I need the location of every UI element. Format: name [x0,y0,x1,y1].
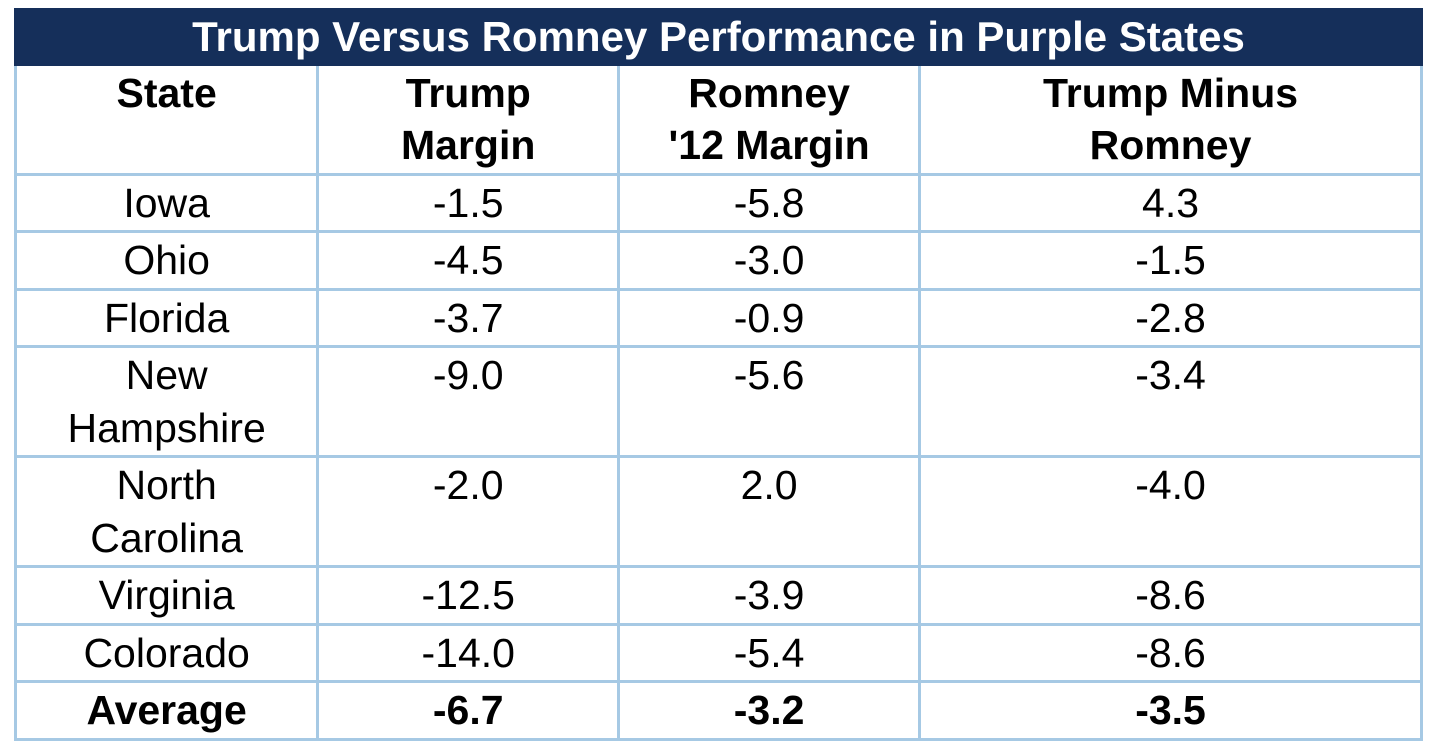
cell-state: Colorado [13,622,320,684]
cell-trump-margin: -12.5 [316,565,621,626]
cell-romney-12-margin: -0.9 [617,287,922,349]
cell-trump-margin: -4.5 [316,230,621,291]
performance-table-container: Trump Versus Romney Performance in Purpl… [13,8,1423,741]
table-row-colorado: Colorado -14.0 -5.4 -8.6 [13,622,1423,684]
cell-romney-12-margin: -3.9 [617,565,922,626]
table-row-north-carolina: North Carolina -2.0 2.0 -4.0 [13,455,1423,569]
table-row-ohio: Ohio -4.5 -3.0 -1.5 [13,230,1423,291]
cell-romney-12-margin: -3.2 [617,680,922,741]
cell-state: New Hampshire [13,345,320,459]
performance-table: State Trump Margin Romney '12 Margin Tru… [13,66,1423,741]
cell-romney-12-margin: 2.0 [617,455,922,569]
cell-romney-12-margin: -3.0 [617,230,922,291]
cell-romney-12-margin: -5.6 [617,345,922,459]
cell-state: Virginia [13,565,320,626]
table-row-average: Average -6.7 -3.2 -3.5 [13,680,1423,741]
cell-trump-minus-romney: -4.0 [918,455,1423,569]
cell-romney-12-margin: -5.4 [617,622,922,684]
table-row-new-hampshire: New Hampshire -9.0 -5.6 -3.4 [13,345,1423,459]
cell-trump-minus-romney: -3.4 [918,345,1423,459]
table-title: Trump Versus Romney Performance in Purpl… [14,8,1423,66]
table-row-iowa: Iowa -1.5 -5.8 4.3 [13,172,1423,234]
cell-romney-12-margin: -5.8 [617,172,922,234]
cell-trump-margin: -14.0 [316,622,621,684]
header-cell-romney-12-margin: Romney '12 Margin [617,66,922,176]
cell-trump-minus-romney: -3.5 [918,680,1423,741]
cell-state: Ohio [13,230,320,291]
cell-trump-minus-romney: -8.6 [918,565,1423,626]
cell-state: Florida [13,287,320,349]
cell-trump-minus-romney: 4.3 [918,172,1423,234]
table-row-florida: Florida -3.7 -0.9 -2.8 [13,287,1423,349]
cell-state: North Carolina [13,455,320,569]
cell-trump-minus-romney: -8.6 [918,622,1423,684]
cell-trump-minus-romney: -1.5 [918,230,1423,291]
header-cell-trump-margin: Trump Margin [316,66,621,176]
header-cell-state: State [13,66,320,176]
cell-state: Iowa [13,172,320,234]
cell-trump-margin: -1.5 [316,172,621,234]
header-cell-trump-minus-romney: Trump Minus Romney [918,66,1423,176]
header-row: State Trump Margin Romney '12 Margin Tru… [13,66,1423,176]
cell-trump-minus-romney: -2.8 [918,287,1423,349]
table-row-virginia: Virginia -12.5 -3.9 -8.6 [13,565,1423,626]
cell-state: Average [13,680,320,741]
cell-trump-margin: -3.7 [316,287,621,349]
cell-trump-margin: -9.0 [316,345,621,459]
cell-trump-margin: -2.0 [316,455,621,569]
cell-trump-margin: -6.7 [316,680,621,741]
